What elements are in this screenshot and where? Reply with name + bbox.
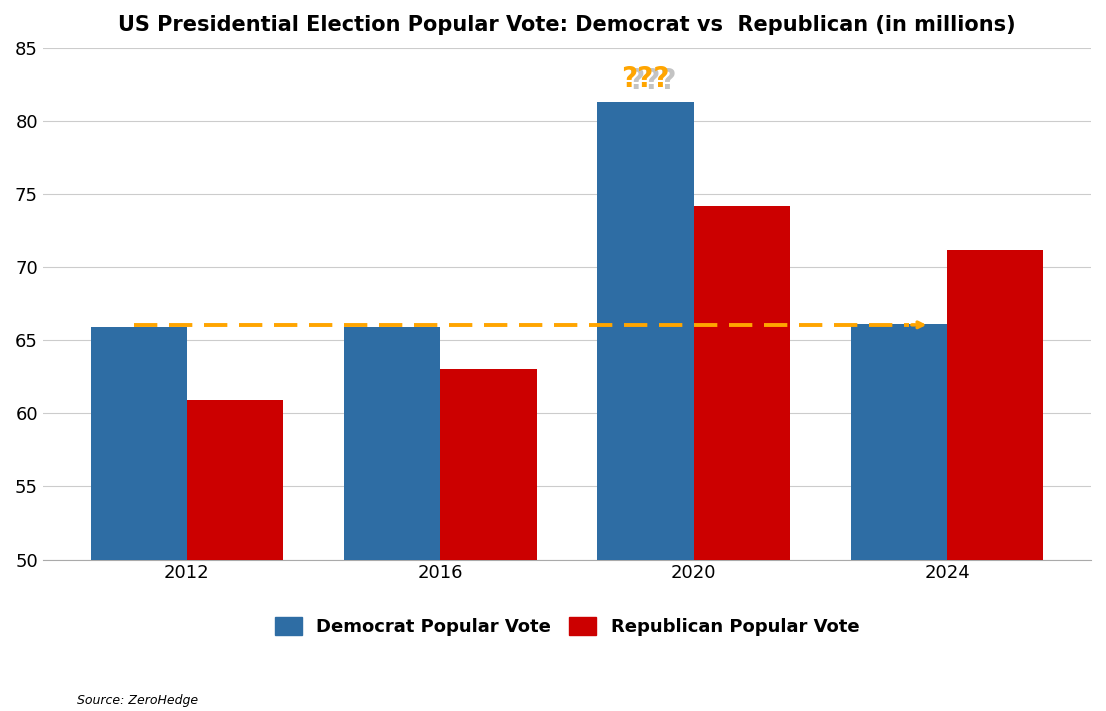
Title: US Presidential Election Popular Vote: Democrat vs  Republican (in millions): US Presidential Election Popular Vote: D…: [118, 15, 1015, 35]
Bar: [851, 324, 947, 711]
Bar: [947, 250, 1043, 711]
Bar: [440, 370, 536, 711]
Bar: [597, 102, 693, 711]
Text: ???: ???: [627, 68, 676, 95]
Text: ???: ???: [622, 65, 669, 93]
Bar: [693, 205, 790, 711]
Bar: [344, 327, 440, 711]
Bar: [187, 400, 283, 711]
Legend: Democrat Popular Vote, Republican Popular Vote: Democrat Popular Vote, Republican Popula…: [268, 609, 866, 643]
Text: Source: ZeroHedge: Source: ZeroHedge: [77, 695, 199, 707]
Bar: [91, 327, 187, 711]
